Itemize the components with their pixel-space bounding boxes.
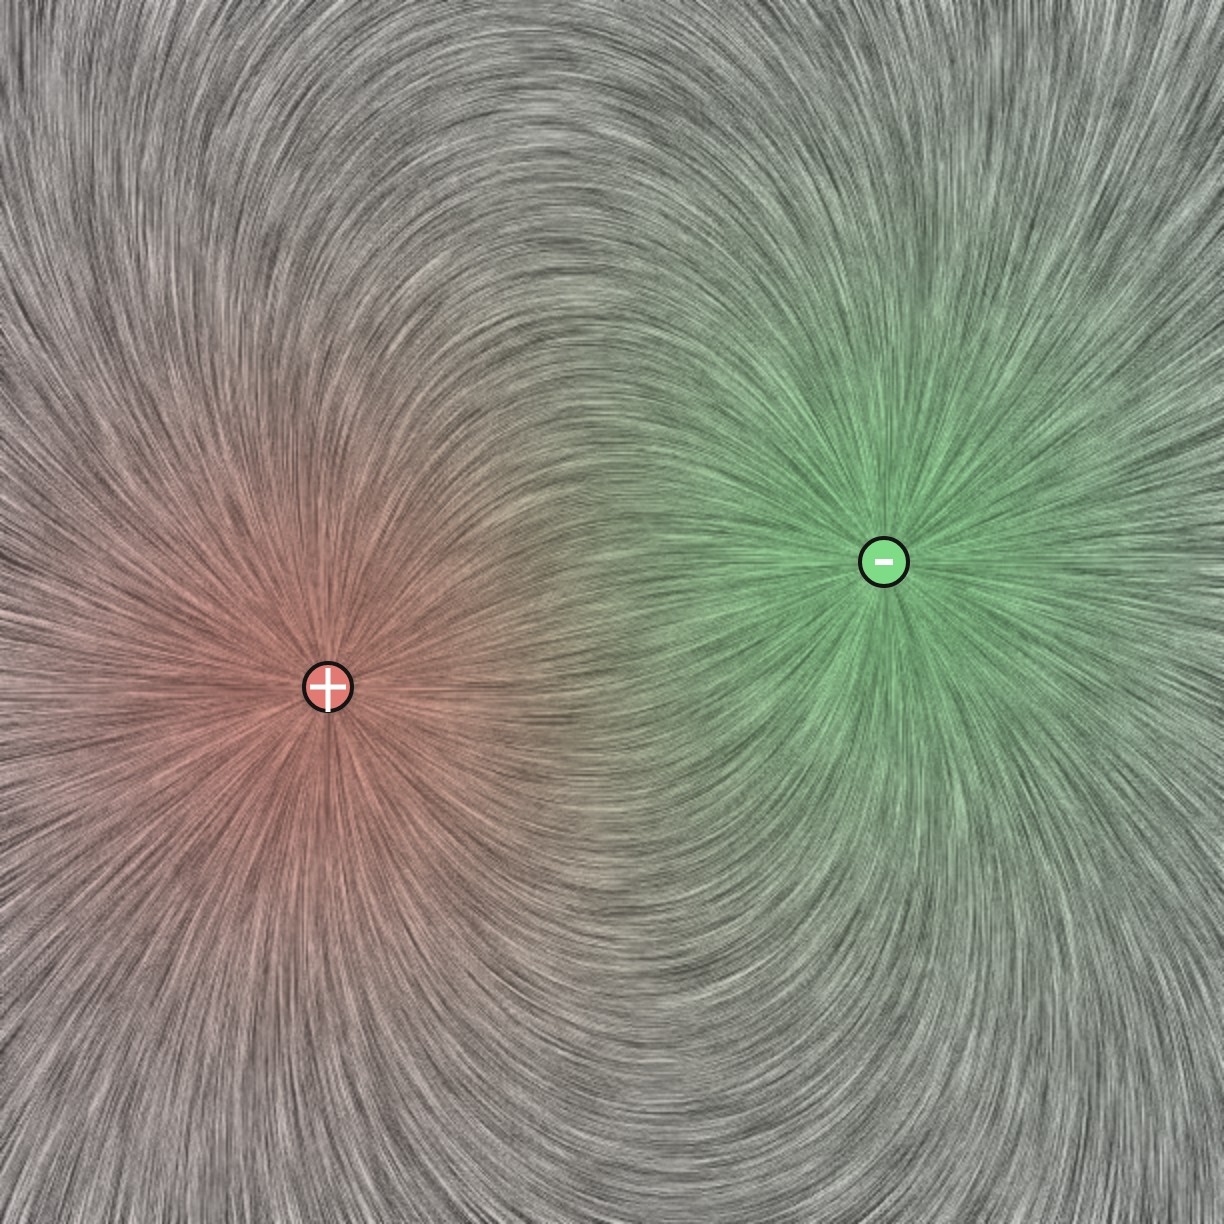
positive-charge-handle[interactable] [302, 661, 354, 713]
negative-charge-handle[interactable] [858, 536, 910, 588]
minus-charge-icon [875, 559, 893, 565]
plus-charge-icon-vertical [325, 668, 331, 712]
